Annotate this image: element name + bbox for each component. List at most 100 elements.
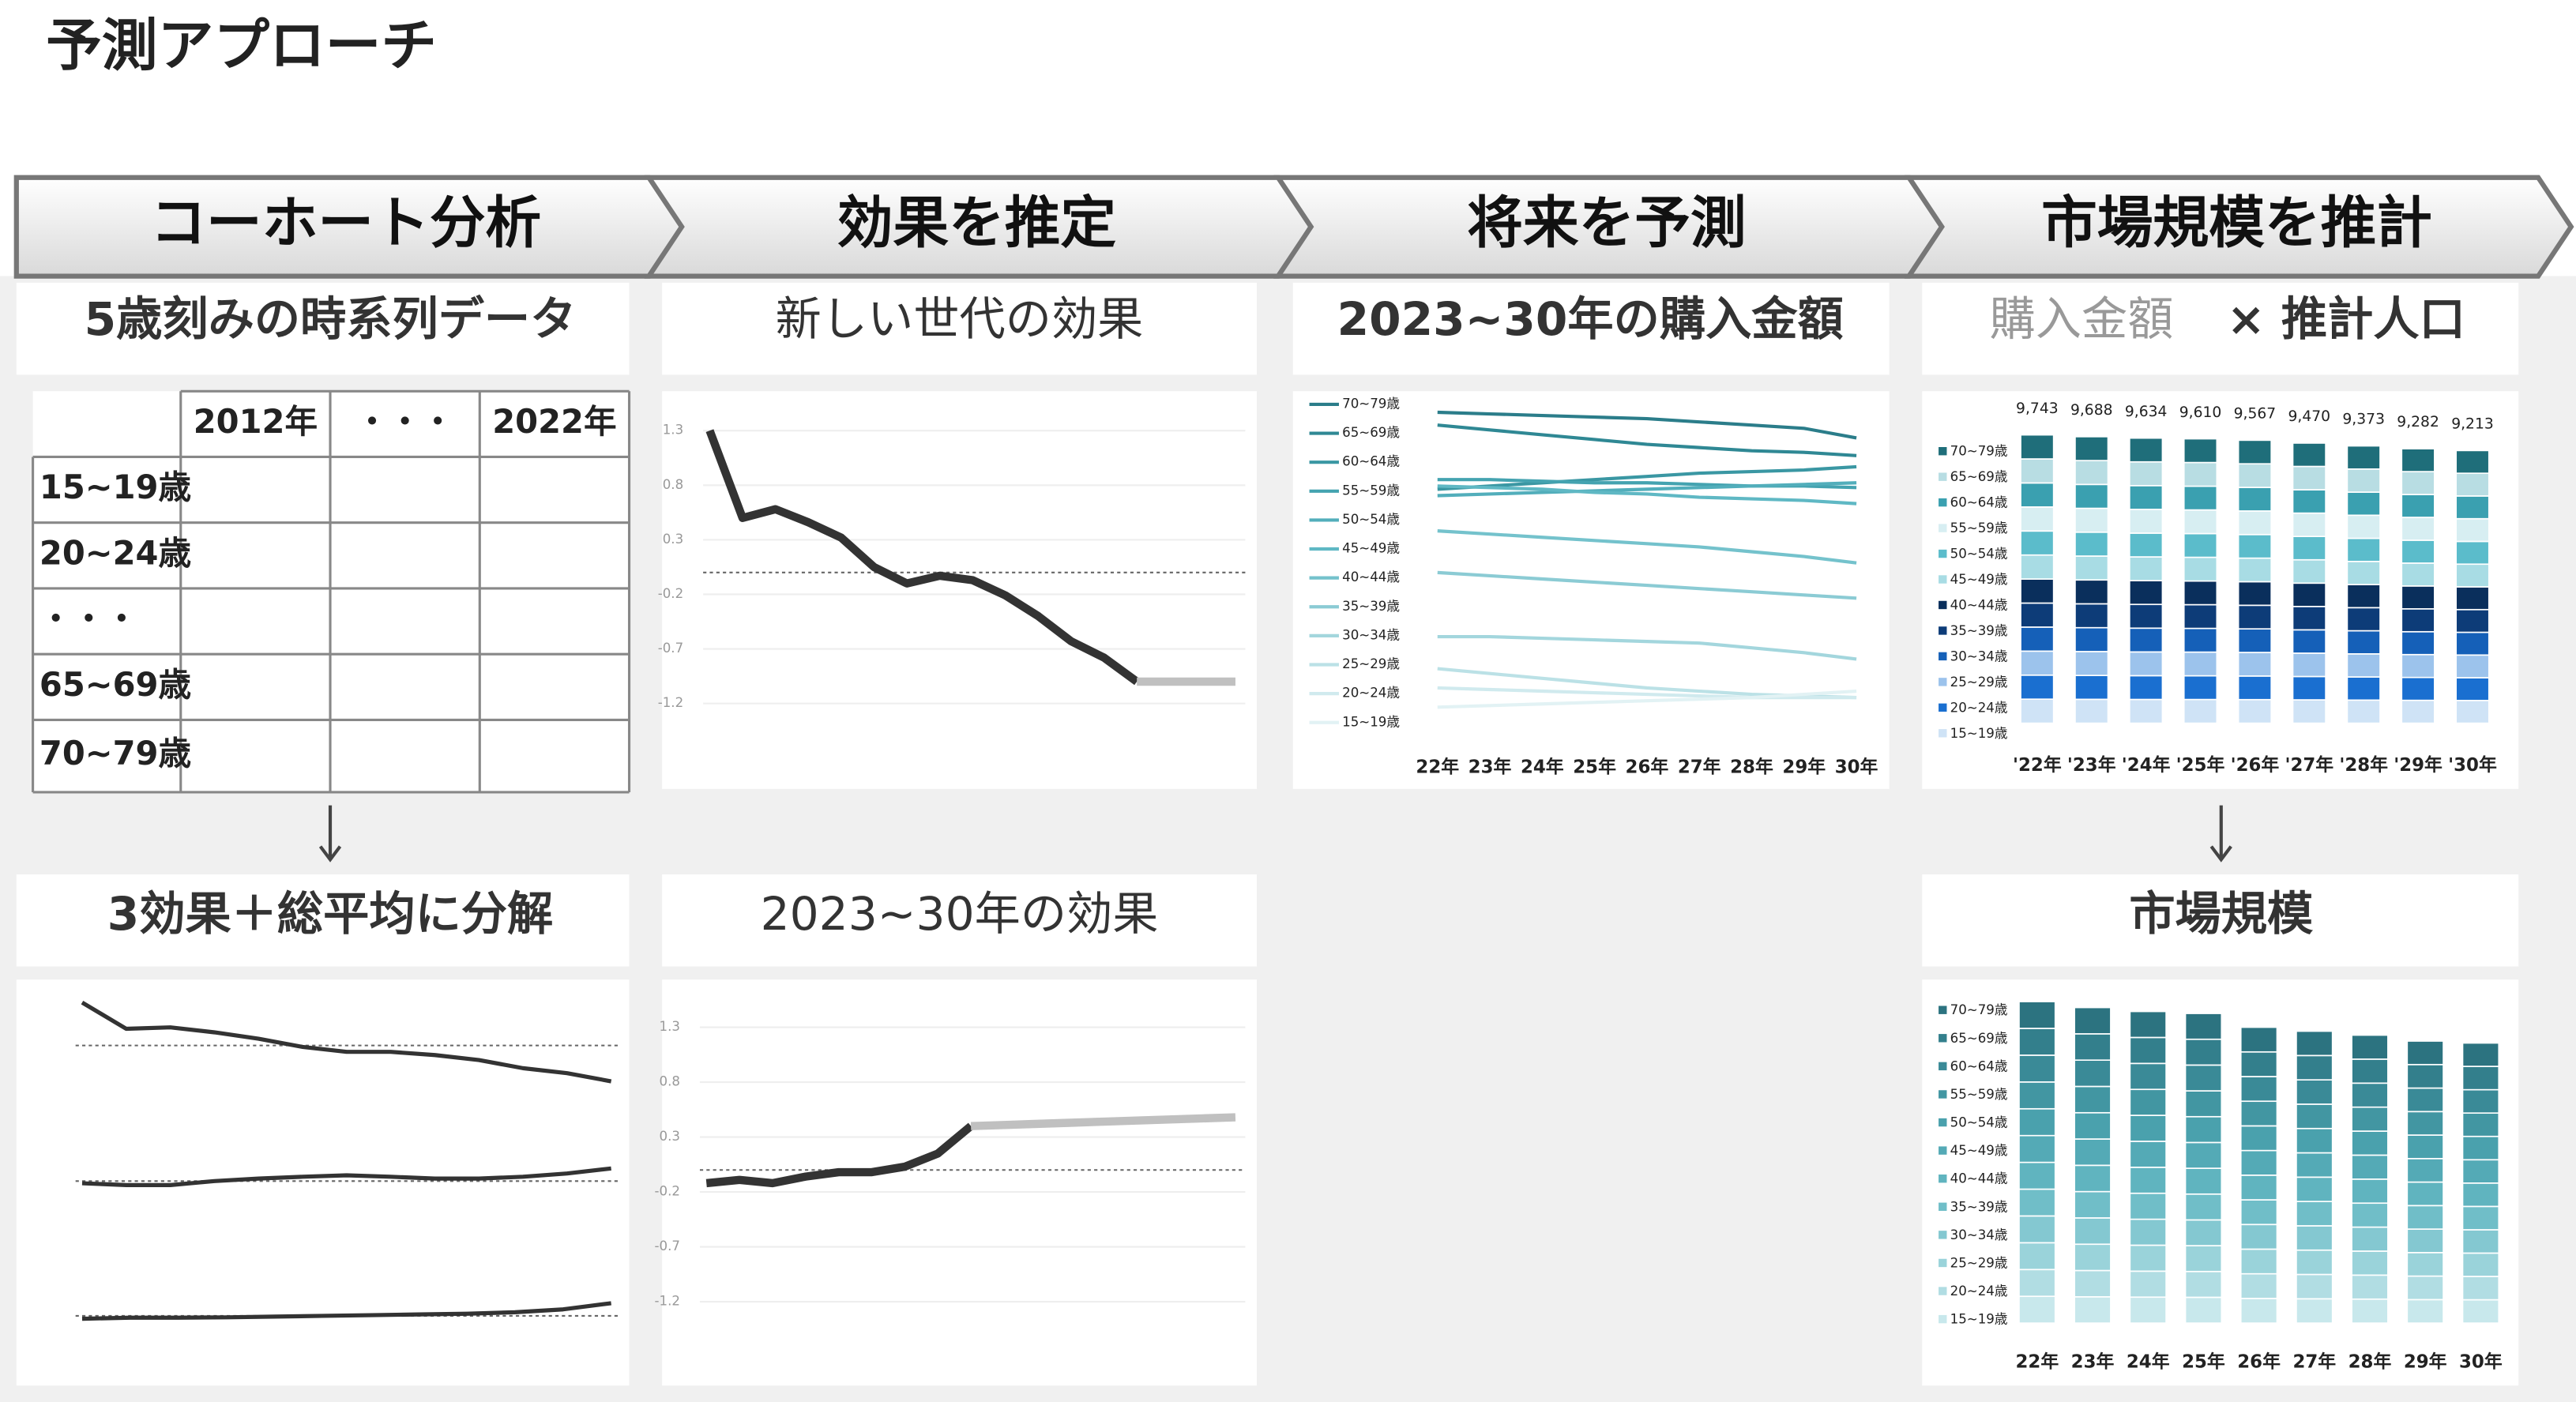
legend-label: 65~69歳	[1950, 1031, 2008, 1046]
bar-segment	[2018, 1054, 2056, 1083]
legend-swatch	[1939, 472, 1947, 481]
legend-swatch	[1939, 549, 1947, 558]
bar-segment	[2346, 468, 2381, 493]
bar-segment	[2296, 1030, 2333, 1057]
legend-label: 50~54歳	[1950, 547, 2008, 562]
x-tick-label: 22年	[1416, 756, 1459, 777]
legend-label: 20~24歳	[1342, 686, 1400, 701]
bar-segment	[2461, 1229, 2500, 1254]
bar-segment	[2346, 445, 2381, 470]
table-row-label: 70~79歳	[39, 734, 191, 772]
bar-segment	[2074, 1295, 2112, 1324]
bar-segment	[2461, 1252, 2500, 1277]
bar-segment	[2461, 1205, 2500, 1231]
bar-segment	[2239, 1272, 2278, 1299]
bar-segment	[2074, 1059, 2112, 1088]
bar-segment	[2129, 460, 2164, 487]
legend-label: 55~59歳	[1950, 1087, 2008, 1102]
bar-segment	[2401, 448, 2435, 472]
total-label: 9,373	[2342, 412, 2385, 428]
bar-segment	[2406, 1275, 2444, 1301]
bar-segment	[2129, 1088, 2167, 1116]
bar-segment	[2074, 579, 2109, 605]
x-tick-label: 25年	[1573, 756, 1616, 777]
bar-segment	[2018, 1001, 2056, 1029]
table-row-label: ・・・	[39, 600, 138, 638]
panel	[662, 391, 1257, 789]
bar-segment	[2129, 437, 2164, 463]
bar-segment	[2296, 1298, 2333, 1324]
panel	[662, 874, 1257, 967]
x-tick-label: '28年	[2339, 754, 2388, 776]
bar-segment	[2129, 532, 2164, 558]
y-tick-label: 0.8	[660, 1074, 680, 1089]
bar-segment	[2184, 1064, 2223, 1092]
total-label: 9,567	[2234, 405, 2277, 422]
down-arrow	[318, 805, 2232, 863]
bar-segment	[2018, 1269, 2056, 1298]
x-tick-label: 22年	[2016, 1351, 2059, 1373]
legend-swatch	[1939, 1202, 1947, 1211]
bar-segment	[2461, 1159, 2500, 1184]
bar-segment	[2455, 449, 2490, 474]
y-tick-label: 0.8	[663, 477, 683, 492]
bar-segment	[2074, 507, 2109, 533]
bar-segment	[2292, 582, 2326, 607]
legend-swatch	[1939, 575, 1947, 584]
x-tick-label: 29年	[1782, 756, 1826, 777]
bar-segment	[2455, 472, 2490, 497]
x-tick-label: 27年	[2292, 1351, 2336, 1373]
bar-segment	[2461, 1135, 2500, 1161]
bar-segment	[2406, 1134, 2444, 1160]
bar-segment	[2239, 1100, 2278, 1127]
bar-segment	[2346, 584, 2381, 609]
data-line	[81, 1166, 611, 1187]
bar-segment	[2237, 533, 2273, 559]
bar-segment	[2183, 509, 2218, 535]
bar-segment	[2406, 1228, 2444, 1254]
total-label: 9,470	[2288, 408, 2331, 425]
x-tick-label: 23年	[2071, 1351, 2115, 1373]
bar-segment	[2455, 586, 2490, 611]
bar-segment	[2237, 439, 2273, 465]
bar-segment	[2406, 1040, 2444, 1066]
bar-segment	[2074, 603, 2109, 629]
bar-segment	[2018, 1028, 2056, 1056]
bar-segment	[2184, 1090, 2223, 1118]
bar-segment	[2401, 676, 2435, 701]
bar-segment	[2237, 557, 2273, 583]
data-line	[1437, 634, 1857, 661]
table-header: 2022年	[492, 402, 616, 441]
legend-label: 30~34歳	[1950, 1227, 2008, 1242]
bar-segment	[2129, 580, 2164, 606]
bar-segment	[2183, 675, 2218, 701]
bar-segment	[2455, 517, 2490, 543]
table-header: ・・・	[355, 402, 454, 441]
bar-segment	[2406, 1299, 2444, 1324]
bar-segment	[2129, 1114, 2167, 1142]
legend-swatch	[1939, 652, 1947, 661]
bar-segment	[2346, 514, 2381, 539]
panel-title: 購入金額	[1990, 292, 2174, 346]
bar-segment	[2401, 607, 2435, 633]
total-label: 9,634	[2125, 404, 2168, 420]
table-row-label: 65~69歳	[39, 665, 191, 704]
bar-segment	[2346, 491, 2381, 517]
x-tick-label: '23年	[2067, 754, 2116, 776]
bar-segment	[2184, 1141, 2223, 1169]
bar-segment	[2292, 442, 2326, 468]
legend-swatch	[1939, 1062, 1947, 1071]
data-line	[1437, 484, 1857, 506]
panel-title: 2023~30年の効果	[761, 887, 1159, 941]
bar-segment	[2129, 556, 2164, 581]
bar-segment	[2020, 506, 2055, 532]
legend-label: 60~64歳	[1950, 1058, 2008, 1073]
bar-segment	[2239, 1248, 2278, 1275]
legend-swatch	[1939, 626, 1947, 635]
bar-segment	[2129, 1244, 2167, 1272]
bar-segment	[2346, 676, 2381, 701]
bar-segment	[2129, 1062, 2167, 1091]
y-tick-label: -0.7	[658, 641, 683, 656]
bar-segment	[2183, 698, 2218, 724]
